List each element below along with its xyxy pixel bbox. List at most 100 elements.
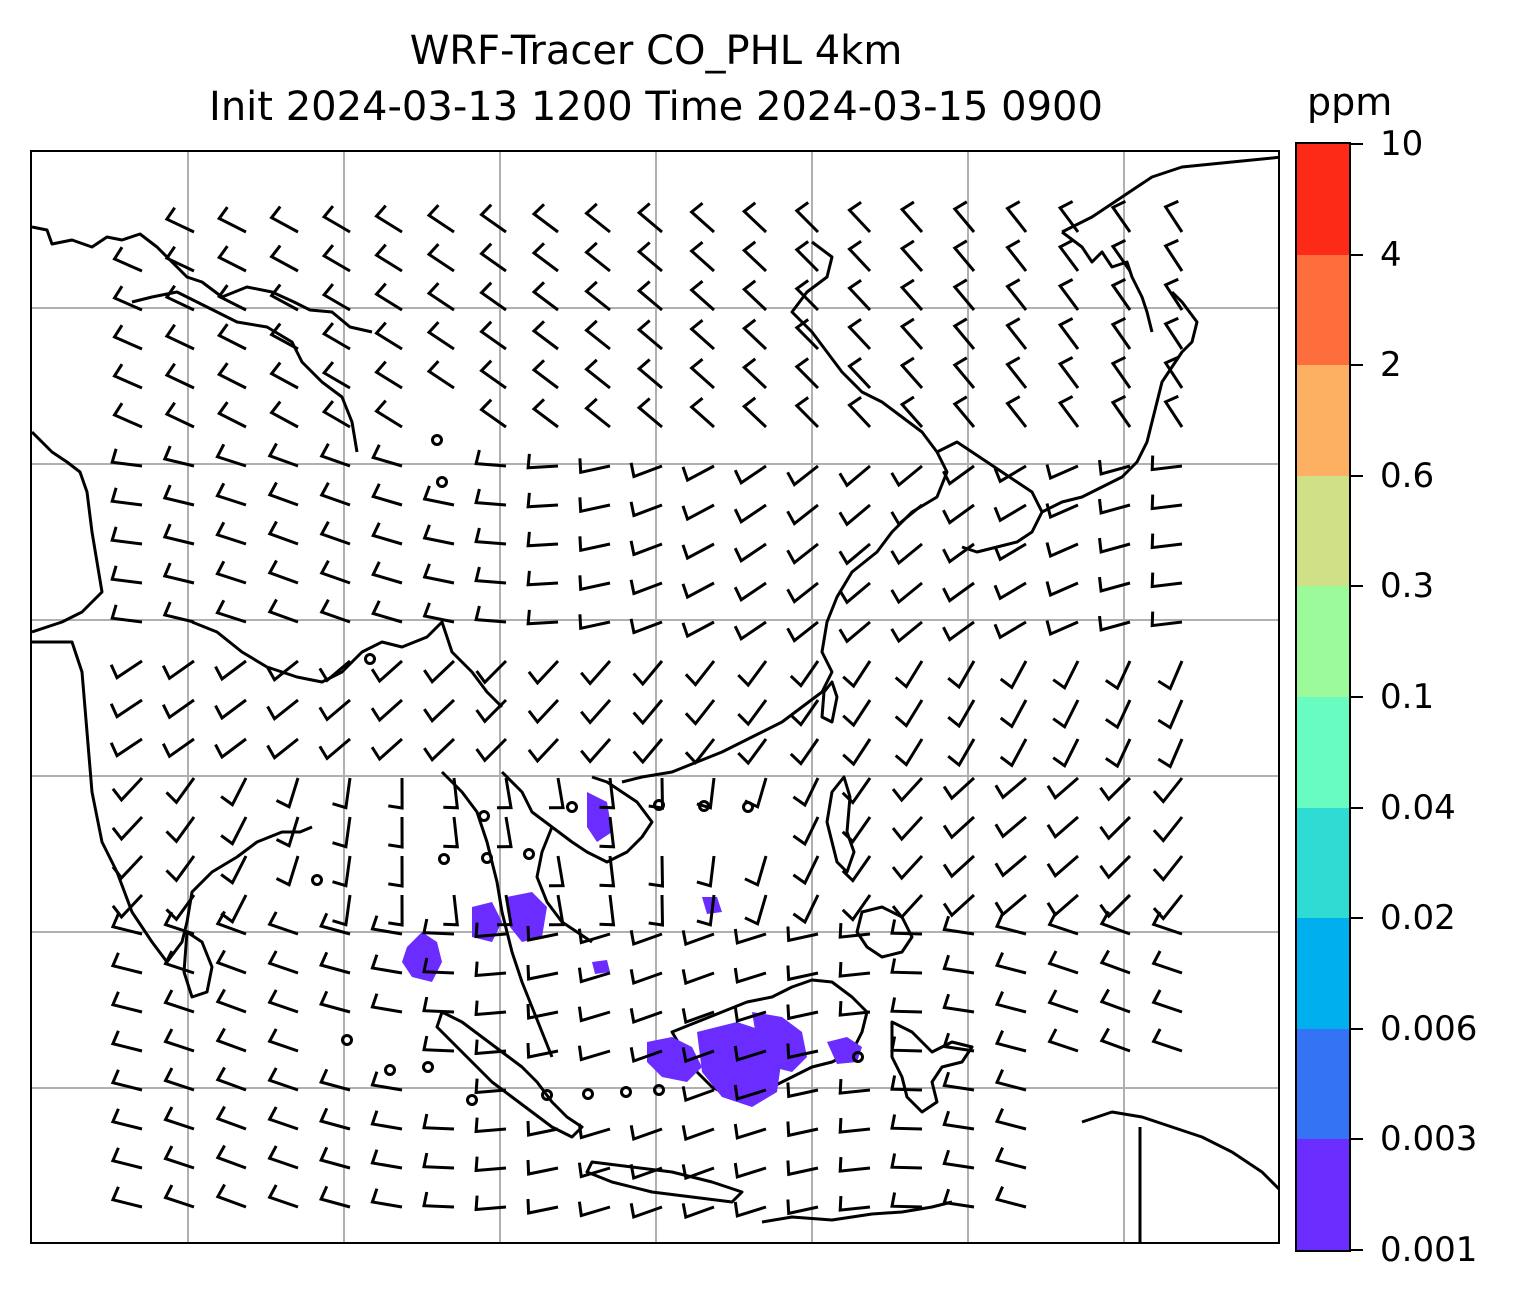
wind-barb (220, 855, 248, 885)
wind-barb (215, 599, 247, 624)
wind-barb (899, 395, 924, 428)
wind-barb (786, 1004, 819, 1021)
wind-barb (684, 660, 716, 687)
coastline-russia (1061, 230, 1154, 333)
wind-barb (890, 1153, 923, 1170)
wind-barb (629, 501, 663, 518)
wind-barb (220, 894, 248, 924)
wind-barb (164, 245, 195, 273)
wind-barb (993, 620, 1027, 640)
wind-barb (580, 738, 612, 764)
wind-barb (894, 699, 924, 728)
wind-barb (947, 699, 976, 729)
wind-barb (275, 777, 300, 809)
wind-barb (1099, 1027, 1131, 1053)
calm-wind-marker (311, 874, 323, 886)
wind-barb (577, 1201, 611, 1218)
wind-barb (216, 401, 247, 429)
wind-barb (267, 481, 299, 507)
wind-barb (443, 816, 459, 849)
wind-barb (842, 738, 872, 767)
wind-barb (319, 1185, 351, 1209)
wind-barb (942, 915, 975, 936)
wind-barb (527, 659, 560, 686)
wind-barb (479, 203, 507, 234)
wind-barb (578, 614, 611, 631)
wind-barb (838, 503, 871, 527)
wind-barb (165, 855, 196, 883)
map-panel (30, 150, 1280, 1244)
wind-barb (942, 854, 976, 879)
colorbar-tick (1351, 143, 1363, 145)
wind-barb (321, 361, 351, 390)
wind-barb (580, 699, 612, 725)
wind-barb (526, 1198, 559, 1215)
wind-barb (648, 894, 665, 927)
wind-barb (109, 737, 143, 758)
calm-wind-marker (653, 1084, 665, 1096)
wind-barb (1150, 611, 1183, 628)
wind-barb (162, 562, 195, 585)
colorbar-segment (1297, 1028, 1349, 1140)
wind-barb (526, 1120, 559, 1137)
wind-barb (479, 398, 507, 429)
coastline-sulawesi (890, 1020, 974, 1114)
wind-barb (110, 991, 143, 1014)
wind-barb (496, 816, 513, 849)
wind-barb (111, 776, 144, 803)
wind-barb (1099, 815, 1132, 841)
wind-barb (422, 602, 455, 624)
wind-barb (890, 958, 923, 975)
calm-wind-marker (466, 1094, 478, 1106)
wind-barb (163, 1106, 195, 1131)
wind-barb (838, 1118, 871, 1134)
wind-barb (215, 1027, 247, 1053)
wind-barb (1104, 699, 1132, 730)
wind-barb (269, 361, 299, 390)
wind-barb (994, 815, 1027, 839)
wind-barb (737, 738, 768, 766)
wind-barb (1057, 317, 1080, 350)
colorbar-tick (1351, 585, 1363, 588)
wind-barb (474, 1000, 507, 1017)
wind-barb (994, 776, 1027, 800)
wind-barb (681, 464, 715, 483)
wind-barb (890, 464, 923, 488)
wind-barb (319, 1107, 351, 1131)
wind-barb (266, 698, 299, 721)
colorbar-tick (1351, 1249, 1363, 1251)
wind-barb (164, 206, 195, 234)
wind-barb (215, 443, 247, 468)
colorbar-tick-label: 0.3 (1380, 566, 1435, 607)
wind-barb (890, 1036, 923, 1053)
wind-barb (496, 894, 513, 927)
wind-barb (321, 283, 351, 312)
wind-barb (1098, 576, 1131, 593)
colorbar-tick (1351, 1138, 1363, 1141)
wind-barb (110, 565, 143, 585)
wind-barb (578, 458, 611, 475)
wind-barb (266, 737, 299, 760)
wind-barb (267, 559, 299, 585)
wind-barb (632, 699, 664, 726)
wind-barb (577, 1045, 611, 1062)
wind-barb (474, 605, 507, 624)
wind-barb (952, 200, 976, 233)
wind-barb (1045, 581, 1079, 598)
wind-barb (1005, 200, 1028, 233)
wind-barb (632, 660, 664, 687)
wind-barb (269, 205, 299, 234)
wind-barb (422, 563, 455, 585)
coastline-korea (936, 440, 1044, 554)
colorbar-unit: ppm (1307, 80, 1393, 124)
wind-barb (733, 620, 767, 642)
colorbar-segment (1297, 144, 1349, 255)
calm-wind-marker (620, 1086, 632, 1098)
wind-barb (474, 1195, 507, 1212)
wind-barb (1110, 355, 1132, 389)
wind-barb (548, 855, 565, 888)
wind-barb (1099, 988, 1131, 1014)
wind-barb (531, 359, 559, 390)
wind-barb (215, 521, 247, 546)
wind-barb (332, 894, 352, 927)
